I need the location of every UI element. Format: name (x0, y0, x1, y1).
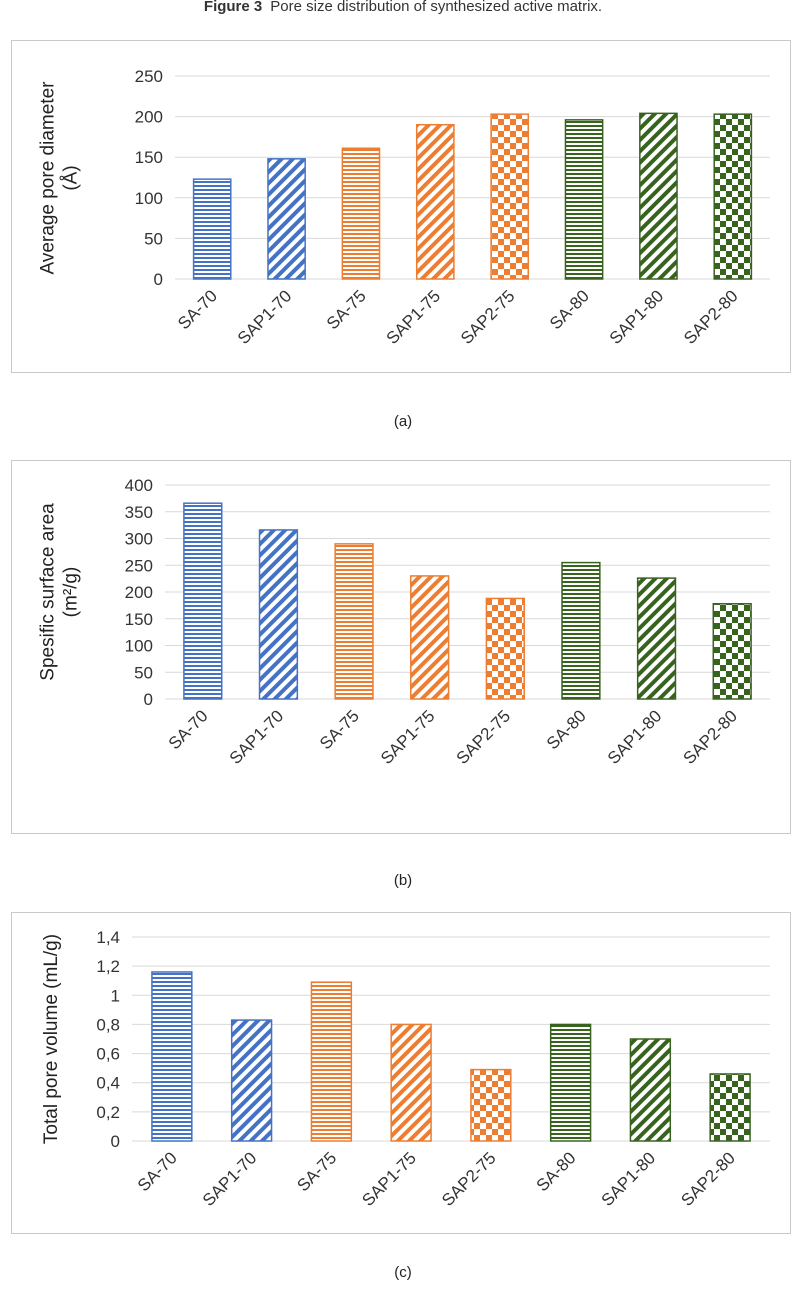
caption-a: (a) (393, 413, 413, 430)
x-tick-label: SA-75 (316, 706, 363, 753)
bar (410, 575, 450, 700)
x-tick-label: SA-75 (323, 286, 370, 333)
y-tick-label: 50 (144, 229, 163, 248)
y-tick-label: 100 (135, 189, 163, 208)
y-tick-label: 0,2 (96, 1103, 120, 1122)
bar (267, 158, 306, 280)
y-tick-label: 400 (125, 476, 153, 495)
x-tick-label: SA-70 (165, 706, 212, 753)
x-tick-label: SAP1-75 (383, 286, 445, 348)
bar (490, 113, 530, 280)
y-axis-label: Total pore volume (mL/g) (41, 934, 62, 1144)
y-tick-label: 1,4 (96, 928, 120, 947)
x-tick-label: SAP1-70 (226, 706, 288, 768)
y-tick-label: 200 (125, 583, 153, 602)
y-tick-label: 150 (135, 148, 163, 167)
bar (470, 1068, 512, 1142)
x-tick-label: SA-80 (543, 706, 590, 753)
chart-b: 0 50 100 150 200 250 300 350 400 Spesific surface… (38, 476, 770, 768)
bar (258, 529, 299, 700)
x-tick-label: SAP1-75 (377, 706, 439, 768)
y-tick-label: 0,8 (96, 1015, 120, 1034)
x-tick-label: SAP2-75 (438, 1148, 500, 1210)
x-tick-label: SAP1-70 (199, 1148, 261, 1210)
y-tick-label: 1,2 (96, 957, 120, 976)
x-tick-label: SAP2-80 (680, 286, 742, 348)
chart-c: 0 0,2 0,4 0,6 0,8 1 1,2 1,4 Total pore volume (m… (41, 928, 770, 1210)
y-tick-label: 350 (125, 503, 153, 522)
x-tick-label: SAP2-80 (679, 706, 741, 768)
y-tick-label: 200 (135, 108, 163, 127)
bar (183, 502, 223, 700)
y-tick-label: 0 (154, 270, 163, 289)
y-tick-label: 1 (111, 986, 120, 1005)
x-tick-label: SAP2-75 (453, 706, 515, 768)
figure-title: Figure 3 Pore size distribution of synthe… (0, 0, 806, 22)
x-tick-label: SA-80 (533, 1148, 580, 1195)
y-tick-label: 0 (111, 1132, 120, 1151)
x-tick-label: SAP1-80 (606, 286, 668, 348)
x-tick-label: SAP2-75 (457, 286, 519, 348)
bar (636, 577, 677, 700)
chart-a-frame: 0 50 100 150 200 250 Average pore diameter (Å) S… (11, 40, 791, 373)
y-axis-label: Spesific surface area (38, 503, 59, 681)
bar (629, 1038, 672, 1142)
caption-c: (c) (394, 1264, 412, 1281)
x-tick-label: SAP2-80 (677, 1148, 739, 1210)
chart-b-frame: 0 50 100 150 200 250 300 350 400 Spesific surface… (11, 460, 791, 834)
x-tick-label: SA-75 (293, 1148, 340, 1195)
y-tick-label: 250 (135, 67, 163, 86)
y-tick-label: 300 (125, 530, 153, 549)
y-tick-label: 0,4 (96, 1074, 120, 1093)
chart-a: 0 50 100 150 200 250 Average pore diameter (Å) S… (38, 67, 770, 348)
x-tick-label: SA-80 (546, 286, 593, 333)
bar (561, 561, 601, 700)
bar (390, 1023, 432, 1142)
caption-b: (b) (393, 872, 413, 889)
bar (709, 1073, 751, 1142)
bar (334, 543, 374, 700)
x-tick-label: SA-70 (174, 286, 221, 333)
y-tick-label: 0 (144, 690, 153, 709)
y-axis-label: (Å) (61, 165, 82, 190)
bar (192, 178, 232, 280)
figure-label: Figure 3 (203, 0, 263, 15)
bar (713, 113, 753, 280)
bar (151, 971, 193, 1142)
x-tick-label: SAP1-75 (358, 1148, 420, 1210)
bar (712, 603, 752, 700)
y-axis-label: (m²/g) (61, 567, 82, 618)
y-tick-label: 250 (125, 556, 153, 575)
x-tick-label: SA-70 (134, 1148, 181, 1195)
bar (639, 112, 678, 280)
y-tick-label: 150 (125, 610, 153, 629)
chart-c-frame: 0 0,2 0,4 0,6 0,8 1 1,2 1,4 Total pore volume (m… (11, 912, 791, 1234)
bar (341, 147, 381, 280)
bar (310, 981, 353, 1142)
x-tick-label: SAP1-80 (604, 706, 666, 768)
bar (415, 123, 455, 280)
bar (485, 597, 525, 700)
y-tick-label: 100 (125, 637, 153, 656)
x-tick-label: SAP1-80 (598, 1148, 660, 1210)
bar (549, 1023, 592, 1142)
bar (564, 119, 604, 280)
x-tick-label: SAP1-70 (234, 286, 296, 348)
y-tick-label: 50 (134, 663, 153, 682)
y-tick-label: 0,6 (96, 1045, 120, 1064)
y-axis-label: Average pore diameter (38, 81, 59, 275)
bar (230, 1019, 273, 1142)
figure-title-text: Pore size distribution of synthesized ac… (270, 0, 603, 15)
